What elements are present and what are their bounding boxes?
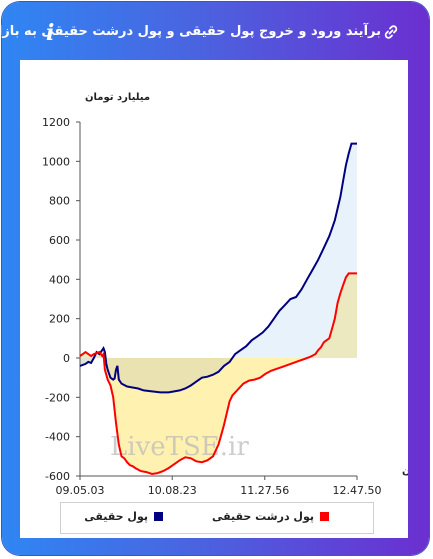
chart-plot: -600 -400 -200 0 200 400 600 800 1000 1200 09.05.0… bbox=[42, 92, 408, 497]
x-tick-label: 09.05.03 bbox=[56, 484, 105, 497]
legend-item-real-money[interactable]: پول حقیقی bbox=[84, 510, 163, 523]
card-header: برآیند ورود و خروج پول حقیقی و پول درشت … bbox=[0, 2, 429, 60]
y-tick-label: -400 bbox=[45, 431, 70, 444]
legend-swatch-real-money bbox=[154, 512, 163, 521]
y-tick-label: -200 bbox=[45, 391, 70, 404]
y-axis-title: میلیارد تومان bbox=[85, 92, 150, 103]
link-icon[interactable] bbox=[383, 24, 399, 40]
info-icon[interactable]: i bbox=[46, 20, 55, 46]
y-tick-label: 1200 bbox=[42, 116, 70, 129]
x-tick-label: 12.47.50 bbox=[333, 484, 382, 497]
chart-title: برآیند ورود و خروج پول حقیقی و پول درشت … bbox=[0, 24, 381, 39]
y-tick-label: 0 bbox=[63, 352, 70, 365]
x-axis-title: زمان bbox=[402, 466, 408, 477]
y-tick-label: -600 bbox=[45, 470, 70, 483]
area-real-money-negative bbox=[80, 358, 357, 393]
series-line-big-money bbox=[79, 272, 357, 476]
chart-legend: پول حقیقی پول درشت حقیقی bbox=[60, 502, 374, 534]
y-tick-label: 1000 bbox=[42, 155, 70, 168]
legend-swatch-big-money bbox=[320, 512, 329, 521]
legend-label-real-money: پول حقیقی bbox=[84, 510, 148, 523]
y-tick-label: 200 bbox=[49, 313, 70, 326]
y-tick-label: 600 bbox=[49, 234, 70, 247]
watermark: LiveTSE.ir bbox=[110, 432, 249, 462]
series-line-real-money bbox=[79, 142, 357, 394]
y-tick-label: 400 bbox=[49, 273, 70, 286]
x-tick-label: 10.08.23 bbox=[148, 484, 197, 497]
x-tick-label: 11.27.56 bbox=[240, 484, 289, 497]
area-big-money-positive bbox=[80, 273, 357, 358]
y-tick-label: 800 bbox=[49, 195, 70, 208]
legend-item-big-money[interactable]: پول درشت حقیقی bbox=[212, 510, 329, 523]
legend-label-big-money: پول درشت حقیقی bbox=[211, 510, 314, 523]
area-real-money bbox=[80, 143, 357, 393]
chart-panel: -600 -400 -200 0 200 400 600 800 1000 1200 09.05.0… bbox=[20, 60, 408, 538]
